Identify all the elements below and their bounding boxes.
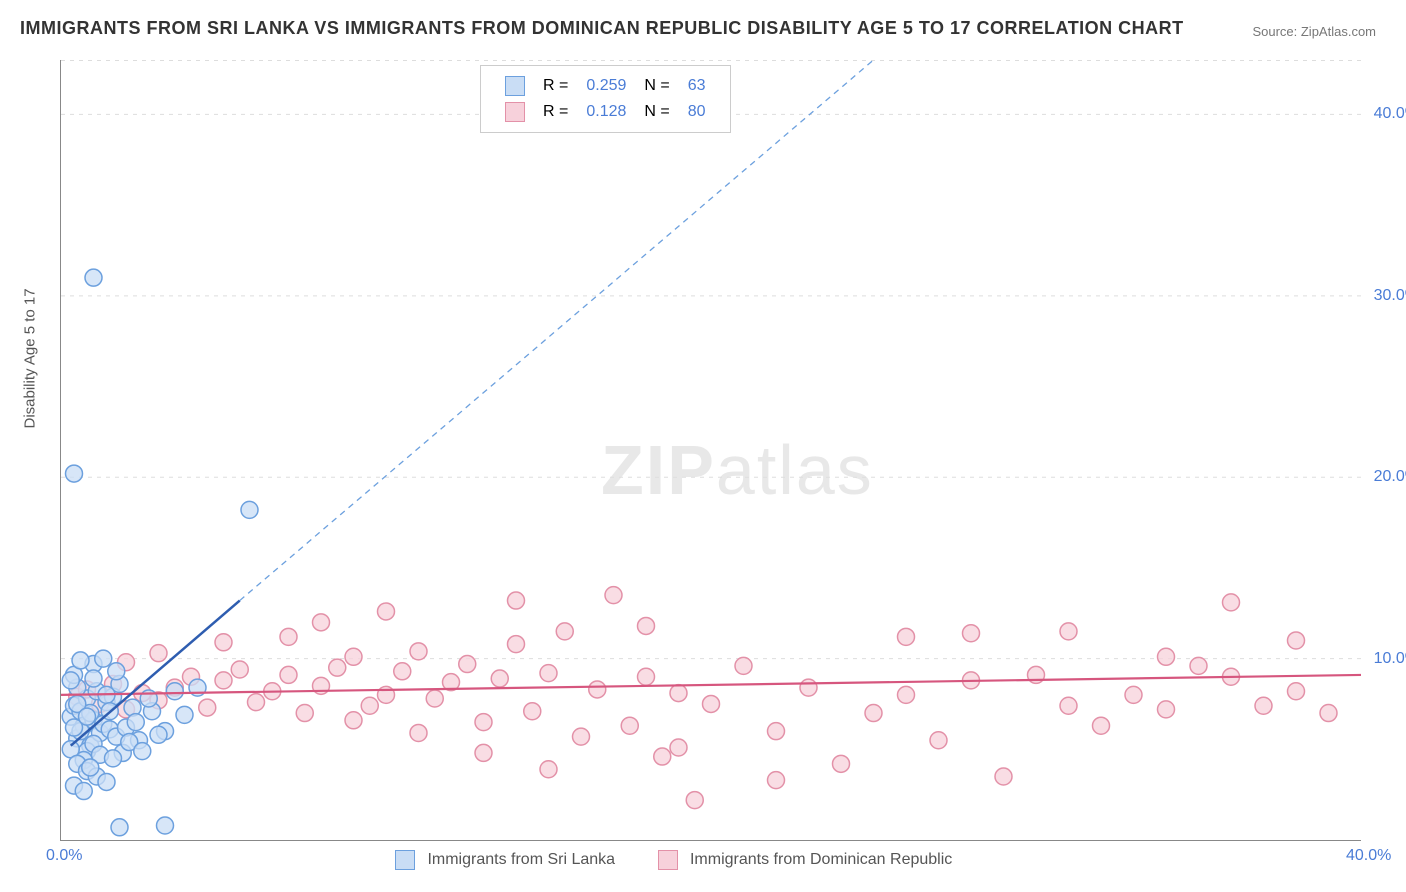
legend-swatch-1 [505, 76, 525, 96]
legend-swatch-2 [505, 102, 525, 122]
y-tick-label: 10.0% [1374, 650, 1406, 668]
legend-bottom: Immigrants from Sri Lanka Immigrants fro… [395, 850, 990, 870]
legend-row-series2: R = 0.128 N = 80 [497, 100, 714, 124]
legend-bottom-swatch-2 [658, 850, 678, 870]
legend-N-value-2: 80 [680, 100, 714, 124]
y-tick-label: 20.0% [1374, 468, 1406, 486]
legend-N-label: N = [644, 77, 669, 94]
source-label: Source: ZipAtlas.com [1252, 24, 1376, 39]
y-axis-label: Disability Age 5 to 17 [22, 288, 39, 428]
legend-N-value-1: 63 [680, 74, 714, 98]
legend-R-label: R = [543, 77, 568, 94]
chart-title: IMMIGRANTS FROM SRI LANKA VS IMMIGRANTS … [20, 18, 1184, 39]
y-tick-label: 40.0% [1374, 105, 1406, 123]
y-tick-label: 30.0% [1374, 287, 1406, 305]
x-tick-label: 0.0% [46, 847, 82, 865]
legend-R-value-1: 0.259 [578, 74, 634, 98]
legend-row-series1: R = 0.259 N = 63 [497, 74, 714, 98]
legend-N-label: N = [644, 103, 669, 120]
legend-bottom-label-2: Immigrants from Dominican Republic [690, 851, 952, 868]
legend-R-value-2: 0.128 [578, 100, 634, 124]
chart-area: ZIPatlas 10.0%20.0%30.0%40.0%0.0%40.0% [60, 60, 1361, 841]
x-tick-label: 40.0% [1346, 847, 1391, 865]
legend-bottom-label-1: Immigrants from Sri Lanka [427, 851, 615, 868]
legend-bottom-swatch-1 [395, 850, 415, 870]
scatter-plot [61, 60, 1361, 840]
legend-R-label: R = [543, 103, 568, 120]
legend-correlation: R = 0.259 N = 63 R = 0.128 N = 80 [480, 65, 731, 133]
